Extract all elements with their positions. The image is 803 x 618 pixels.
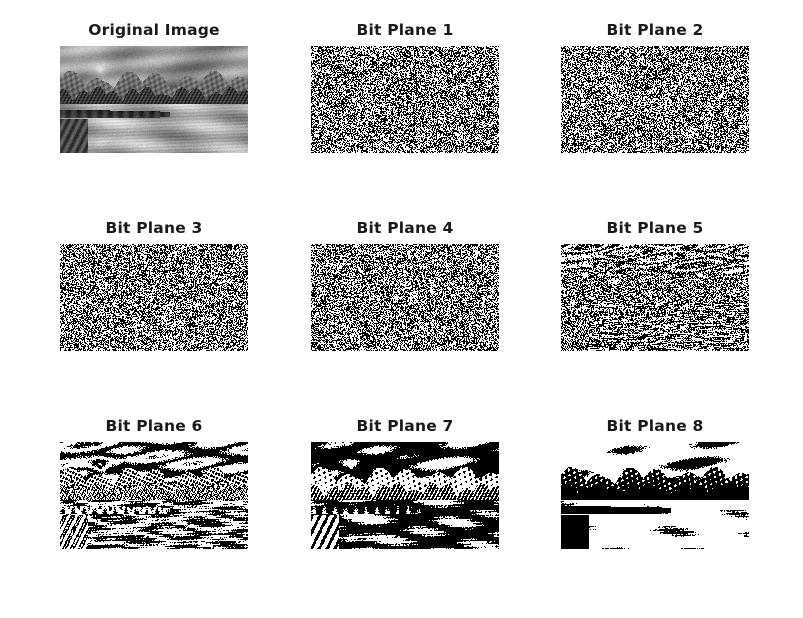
bit-plane-5-image — [561, 244, 749, 351]
bit-plane-1-image — [311, 46, 499, 153]
bit-plane-8-image — [561, 442, 749, 549]
panel-title: Bit Plane 8 — [606, 417, 704, 435]
panel-title: Bit Plane 7 — [356, 417, 454, 435]
panel-title: Bit Plane 4 — [356, 219, 454, 237]
bit-plane-6-image — [60, 442, 248, 549]
bit-plane-2-image — [561, 46, 749, 153]
bit-plane-7-image — [311, 442, 499, 549]
panel-title: Bit Plane 3 — [105, 219, 203, 237]
bit-plane-3-image — [60, 244, 248, 351]
original-image — [60, 46, 248, 153]
panel-title: Bit Plane 6 — [105, 417, 203, 435]
panel-title: Original Image — [88, 21, 220, 39]
panel-title: Bit Plane 2 — [606, 21, 704, 39]
panel-title: Bit Plane 1 — [356, 21, 454, 39]
bit-plane-4-image — [311, 244, 499, 351]
panel-title: Bit Plane 5 — [606, 219, 704, 237]
